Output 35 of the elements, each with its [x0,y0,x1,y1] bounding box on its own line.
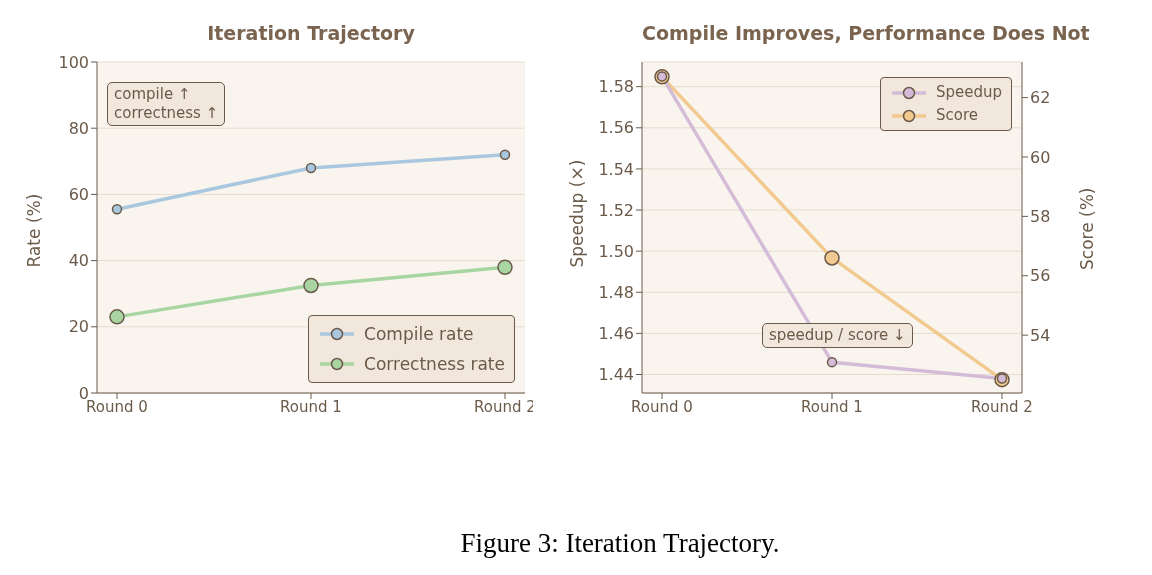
y-tick-label: 80 [68,118,89,138]
legend-label: Compile rate [363,323,475,346]
chart-title: Iteration Trajectory [206,22,416,46]
x-tick-label: Round 0 [86,397,148,416]
legend-label: Score [934,105,979,126]
x-tick-label: Round 2 [971,397,1033,416]
y2-axis-title: Score (%) [1077,187,1098,270]
y-tick-label: 1.44 [598,365,634,385]
y-tick-label: 1.46 [598,324,634,344]
y-tick-label: 1.52 [598,200,634,220]
legend-label: Speedup [934,82,1002,103]
y2-tick-label: 60 [1030,147,1051,167]
y-axis-title: Speedup (×) [567,159,588,268]
y-tick-label: 1.50 [598,241,634,261]
y2-tick-label: 58 [1030,207,1051,227]
y-tick-label: 60 [68,185,89,205]
chart-title: Compile Improves, Performance Does Not [642,22,1090,46]
x-tick-label: Round 1 [801,397,863,416]
y-tick-label: 40 [68,251,89,271]
caption: Figure 3: Iteration Trajectory. [459,528,781,559]
y2-tick-label: 62 [1030,88,1051,108]
y2-tick-label: 54 [1030,325,1051,345]
y2-tick-label: 56 [1030,266,1051,286]
legend-label: Correctness rate [363,353,505,376]
y-tick-label: 1.54 [598,159,634,179]
annotation: compile ↑ correctness ↑ [114,85,219,123]
y-tick-label: 1.58 [598,77,634,97]
x-tick-label: Round 1 [280,397,342,416]
y-tick-label: 1.48 [598,282,634,302]
y-tick-label: 100 [58,52,89,72]
x-tick-label: Round 0 [631,397,693,416]
y-axis-title: Rate (%) [24,193,45,268]
annotation: speedup / score ↓ [769,326,906,345]
y-tick-label: 1.56 [598,118,634,138]
y-tick-label: 20 [68,317,89,337]
